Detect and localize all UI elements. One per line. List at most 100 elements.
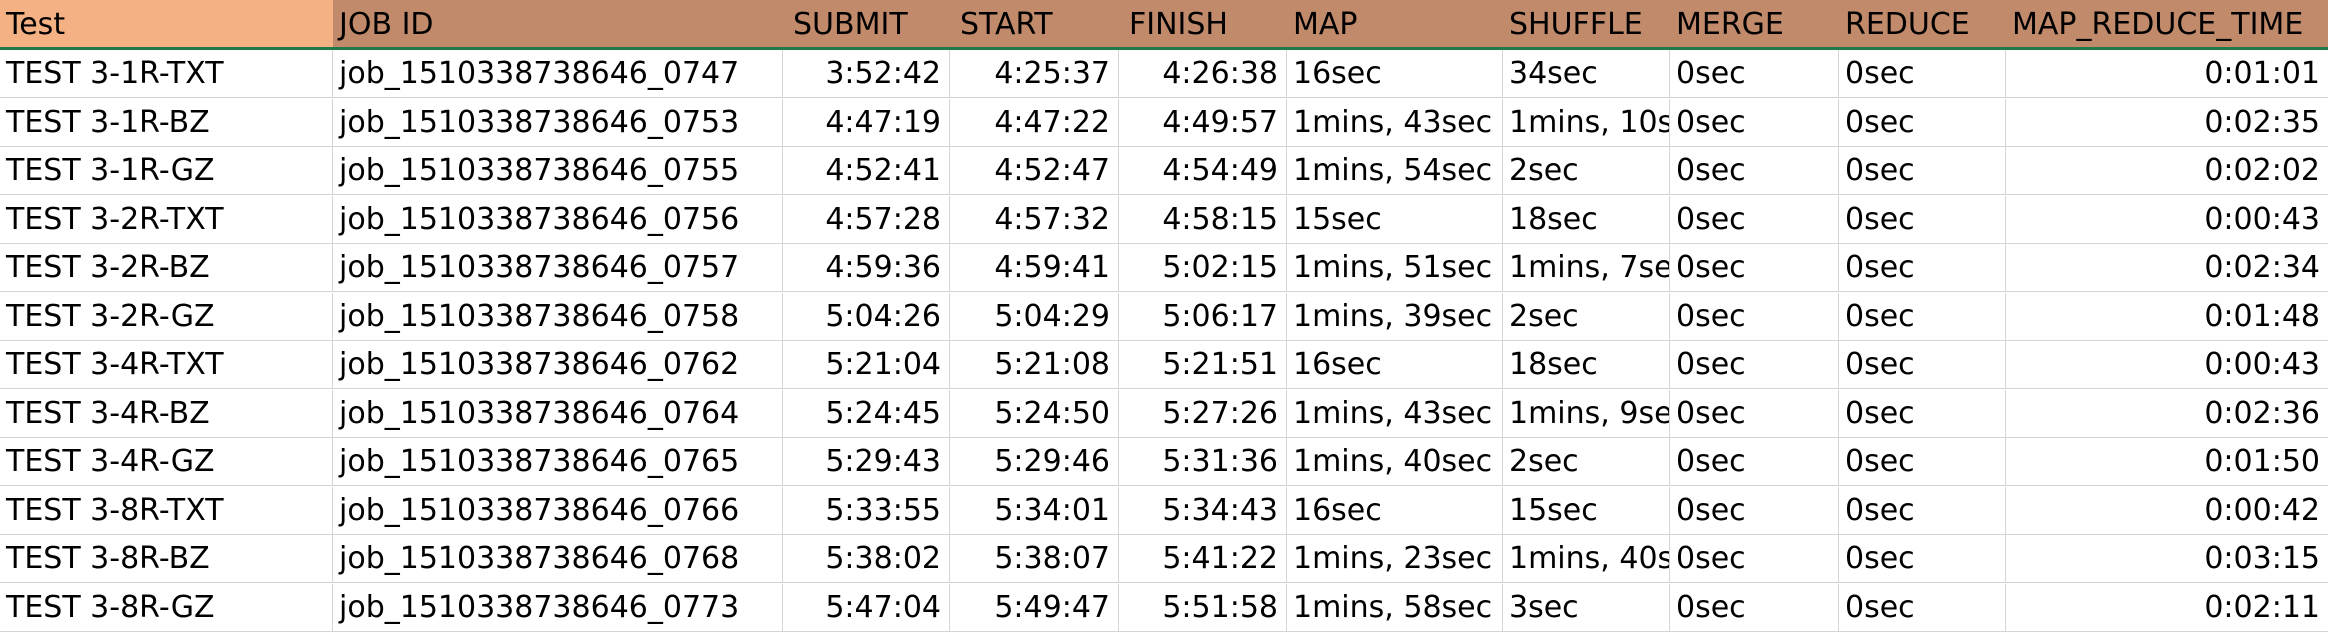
cell-merge[interactable]: 0sec (1670, 50, 1839, 97)
cell-submit[interactable]: 5:24:45 (783, 389, 950, 437)
cell-test[interactable]: TEST 3-4R-BZ (0, 389, 333, 437)
cell-finish[interactable]: 5:34:43 (1119, 486, 1287, 534)
cell-job-id[interactable]: job_1510338738646_0766 (333, 486, 783, 534)
cell-submit[interactable]: 5:47:04 (783, 583, 950, 631)
cell-finish[interactable]: 5:27:26 (1119, 389, 1287, 437)
cell-shuffle[interactable]: 18sec (1503, 341, 1670, 388)
cell-shuffle[interactable]: 18sec (1503, 195, 1670, 243)
cell-finish[interactable]: 5:02:15 (1119, 244, 1287, 291)
cell-merge[interactable]: 0sec (1670, 341, 1839, 388)
cell-reduce[interactable]: 0sec (1839, 486, 2006, 534)
cell-start[interactable]: 5:04:29 (950, 292, 1119, 340)
cell-merge[interactable]: 0sec (1670, 244, 1839, 291)
cell-submit[interactable]: 5:29:43 (783, 438, 950, 485)
header-shuffle[interactable]: SHUFFLE (1509, 7, 1643, 42)
cell-shuffle[interactable]: 2sec (1503, 292, 1670, 340)
cell-merge[interactable]: 0sec (1670, 486, 1839, 534)
cell-map[interactable]: 16sec (1287, 341, 1503, 388)
cell-test[interactable]: TEST 3-8R-BZ (0, 535, 333, 582)
cell-map[interactable]: 1mins, 58sec (1287, 583, 1503, 631)
cell-finish[interactable]: 5:21:51 (1119, 341, 1287, 388)
cell-merge[interactable]: 0sec (1670, 292, 1839, 340)
header-job-id[interactable]: JOB ID (339, 7, 434, 42)
cell-shuffle[interactable]: 2sec (1503, 438, 1670, 485)
cell-reduce[interactable]: 0sec (1839, 195, 2006, 243)
cell-map-reduce-time[interactable]: 0:01:48 (2204, 298, 2320, 334)
header-map-reduce-time[interactable]: MAP_REDUCE_TIME (2012, 7, 2304, 42)
cell-reduce[interactable]: 0sec (1839, 341, 2006, 388)
header-merge[interactable]: MERGE (1676, 7, 1784, 42)
cell-reduce[interactable]: 0sec (1839, 535, 2006, 582)
cell-job-id[interactable]: job_1510338738646_0756 (333, 195, 783, 243)
cell-reduce[interactable]: 0sec (1839, 147, 2006, 194)
cell-finish[interactable]: 5:41:22 (1119, 535, 1287, 582)
cell-shuffle[interactable]: 1mins, 10sec (1503, 98, 1670, 146)
cell-submit[interactable]: 4:57:28 (783, 195, 950, 243)
cell-map-reduce-time[interactable]: 0:00:43 (2204, 201, 2320, 237)
header-reduce[interactable]: REDUCE (1845, 7, 1970, 42)
cell-job-id[interactable]: job_1510338738646_0765 (333, 438, 783, 485)
cell-start[interactable]: 5:38:07 (950, 535, 1119, 582)
cell-test[interactable]: TEST 3-2R-BZ (0, 244, 333, 291)
cell-submit[interactable]: 5:21:04 (783, 341, 950, 388)
cell-shuffle[interactable]: 1mins, 9sec (1503, 389, 1670, 437)
cell-finish[interactable]: 4:26:38 (1119, 50, 1287, 97)
cell-map[interactable]: 16sec (1287, 50, 1503, 97)
cell-job-id[interactable]: job_1510338738646_0755 (333, 147, 783, 194)
cell-submit[interactable]: 4:59:36 (783, 244, 950, 291)
cell-shuffle[interactable]: 2sec (1503, 147, 1670, 194)
cell-map[interactable]: 1mins, 23sec (1287, 535, 1503, 582)
cell-map-reduce-time[interactable]: 0:01:01 (2204, 56, 2320, 91)
cell-map-reduce-time[interactable]: 0:01:50 (2204, 444, 2320, 479)
cell-test[interactable]: TEST 3-8R-TXT (0, 486, 333, 534)
cell-start[interactable]: 5:24:50 (950, 389, 1119, 437)
cell-start[interactable]: 4:57:32 (950, 195, 1119, 243)
cell-reduce[interactable]: 0sec (1839, 389, 2006, 437)
cell-submit[interactable]: 4:47:19 (783, 98, 950, 146)
cell-job-id[interactable]: job_1510338738646_0758 (333, 292, 783, 340)
cell-map[interactable]: 1mins, 43sec (1287, 389, 1503, 437)
cell-merge[interactable]: 0sec (1670, 389, 1839, 437)
cell-test[interactable]: TEST 3-4R-TXT (0, 341, 333, 388)
cell-reduce[interactable]: 0sec (1839, 244, 2006, 291)
cell-test[interactable]: TEST 3-1R-GZ (0, 147, 333, 194)
cell-reduce[interactable]: 0sec (1839, 292, 2006, 340)
header-test[interactable]: Test (0, 0, 333, 47)
cell-merge[interactable]: 0sec (1670, 535, 1839, 582)
cell-map-reduce-time[interactable]: 0:02:35 (2204, 104, 2320, 140)
cell-map[interactable]: 16sec (1287, 486, 1503, 534)
cell-shuffle[interactable]: 1mins, 40sec (1503, 535, 1670, 582)
cell-test[interactable]: TEST 3-8R-GZ (0, 583, 333, 631)
cell-submit[interactable]: 5:38:02 (783, 535, 950, 582)
cell-map[interactable]: 1mins, 54sec (1287, 147, 1503, 194)
cell-map[interactable]: 1mins, 40sec (1287, 438, 1503, 485)
cell-merge[interactable]: 0sec (1670, 438, 1839, 485)
cell-job-id[interactable]: job_1510338738646_0762 (333, 341, 783, 388)
cell-map[interactable]: 1mins, 43sec (1287, 98, 1503, 146)
cell-map-reduce-time[interactable]: 0:02:36 (2204, 395, 2320, 431)
header-map[interactable]: MAP (1293, 7, 1358, 42)
cell-map-reduce-time[interactable]: 0:02:11 (2204, 589, 2320, 625)
cell-start[interactable]: 4:25:37 (950, 50, 1119, 97)
cell-start[interactable]: 4:47:22 (950, 98, 1119, 146)
cell-map-reduce-time[interactable]: 0:02:34 (2204, 250, 2320, 285)
cell-test[interactable]: TEST 3-2R-TXT (0, 195, 333, 243)
cell-merge[interactable]: 0sec (1670, 147, 1839, 194)
cell-merge[interactable]: 0sec (1670, 195, 1839, 243)
header-finish[interactable]: FINISH (1129, 7, 1228, 42)
cell-job-id[interactable]: job_1510338738646_0753 (333, 98, 783, 146)
cell-submit[interactable]: 3:52:42 (783, 50, 950, 97)
cell-reduce[interactable]: 0sec (1839, 438, 2006, 485)
cell-start[interactable]: 4:59:41 (950, 244, 1119, 291)
cell-start[interactable]: 4:52:47 (950, 147, 1119, 194)
cell-map[interactable]: 1mins, 39sec (1287, 292, 1503, 340)
cell-test[interactable]: TEST 3-1R-BZ (0, 98, 333, 146)
cell-submit[interactable]: 5:04:26 (783, 292, 950, 340)
cell-submit[interactable]: 4:52:41 (783, 147, 950, 194)
cell-start[interactable]: 5:29:46 (950, 438, 1119, 485)
cell-finish[interactable]: 4:54:49 (1119, 147, 1287, 194)
cell-job-id[interactable]: job_1510338738646_0773 (333, 583, 783, 631)
cell-submit[interactable]: 5:33:55 (783, 486, 950, 534)
cell-job-id[interactable]: job_1510338738646_0757 (333, 244, 783, 291)
cell-job-id[interactable]: job_1510338738646_0768 (333, 535, 783, 582)
